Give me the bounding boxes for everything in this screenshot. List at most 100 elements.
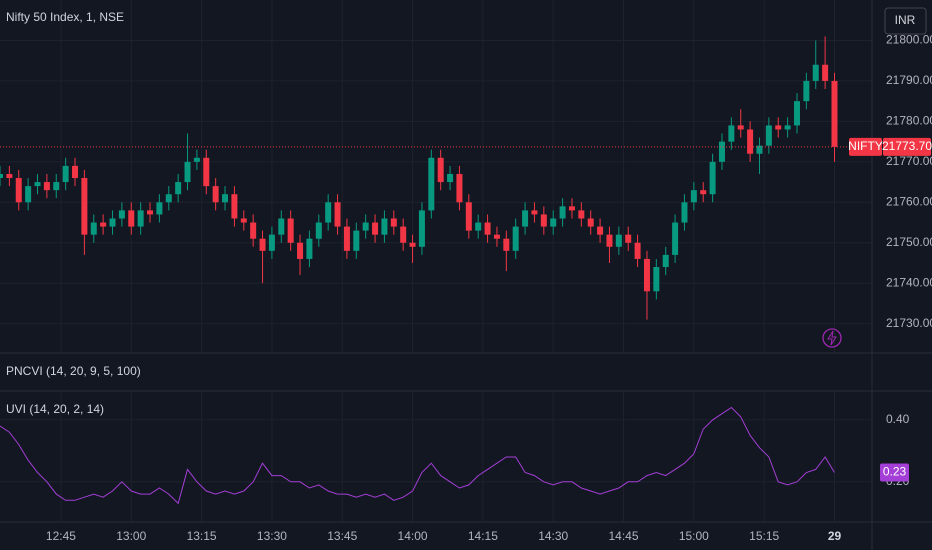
candle-body [625,234,632,243]
y-tick-label: 21760.00 [886,194,932,208]
candle-body [493,234,500,239]
x-tick-label: 14:00 [398,529,428,543]
candle-body [90,222,97,235]
indicator-title: UVI (14, 20, 2, 14) [6,402,104,416]
candle-body [34,182,41,187]
candle-body [315,222,322,239]
candle-body [193,157,200,162]
alert-bolt [827,330,837,346]
candle-body [700,190,707,195]
candle-body [72,165,79,179]
candle-body [362,222,369,231]
candle-body [709,161,716,195]
candle-body [203,157,210,187]
y-tick-label: 0.40 [886,412,910,426]
candle-body [747,129,754,154]
y-tick-label: 21770.00 [886,154,932,168]
candle-body [784,125,791,130]
currency-button[interactable] [884,7,927,35]
candle-body [128,210,135,227]
candle-body [334,202,341,227]
y-tick-label: 21800.00 [886,33,932,47]
candle-body [728,125,735,142]
candle-body [681,202,688,223]
candle-body [0,173,3,179]
candle-body [437,157,444,183]
candle-body [268,234,275,251]
x-tick-label: 13:45 [327,529,357,543]
candle-body [653,267,660,292]
candle-body [756,145,763,154]
last-value-badge [880,463,909,482]
candle-body [831,80,838,147]
candle-body [662,254,669,268]
candle-body [578,210,585,219]
candle-body [465,202,472,231]
x-tick-label: 15:15 [749,529,779,543]
x-tick-label: 13:30 [257,529,287,543]
candle-body [400,226,407,243]
last-price-label: 21773.70 [882,139,932,153]
candle-body [156,202,163,215]
y-tick-label: 21730.00 [886,316,932,330]
candle-body [25,186,32,203]
candle-body [306,238,313,259]
candle-body [531,210,538,215]
candle-body [456,173,463,203]
candle-body [418,210,425,247]
candle-body [568,206,575,211]
x-tick-label: 13:15 [187,529,217,543]
x-tick-label: 15:00 [679,529,709,543]
y-tick-label: 21780.00 [886,114,932,128]
candle-body [287,218,294,243]
candle-body [278,218,285,235]
candle-body [812,64,819,81]
candle-body [793,101,800,126]
currency: INR [895,13,916,27]
x-tick-label: 14:15 [468,529,498,543]
candle-body [559,206,566,219]
symbol-label: NIFTY [848,139,883,153]
candle-body [765,125,772,146]
candle-body [475,222,482,231]
candle-body [690,190,697,203]
candle-body [503,238,510,251]
candle-body [381,218,388,235]
indicator-title: PNCVI (14, 20, 9, 5, 100) [6,364,141,378]
candle-body [540,214,547,227]
candle-body [118,210,125,219]
candle-body [240,218,247,223]
candle-body [634,242,641,259]
candle-body [409,242,416,247]
y-tick-label: 21750.00 [886,235,932,249]
candle-body [100,222,107,227]
candle-body [137,210,144,227]
candle-body [428,157,435,211]
candle-body [6,173,13,179]
candle-body [15,178,22,203]
uvi-line [0,406,835,505]
candle-body [606,234,613,247]
candle-body [175,182,182,195]
y-tick-label: 21790.00 [886,73,932,87]
candle-body [81,178,88,235]
last-value-label: 0.23 [883,465,907,479]
candle-body [390,218,397,227]
candle-body [62,165,69,183]
candle-body [109,218,116,227]
candle-body [550,218,557,227]
symbol-badge [849,137,882,156]
candle-body [250,222,257,239]
alert-icon[interactable] [822,328,842,348]
candle-body [718,141,725,162]
candle-body [737,125,744,130]
price-badge [883,137,931,156]
candle-body [775,125,782,130]
candle-body [231,194,238,219]
candle-body [372,222,379,235]
y-tick-label: 21740.00 [886,275,932,289]
x-tick-label: 14:30 [538,529,568,543]
